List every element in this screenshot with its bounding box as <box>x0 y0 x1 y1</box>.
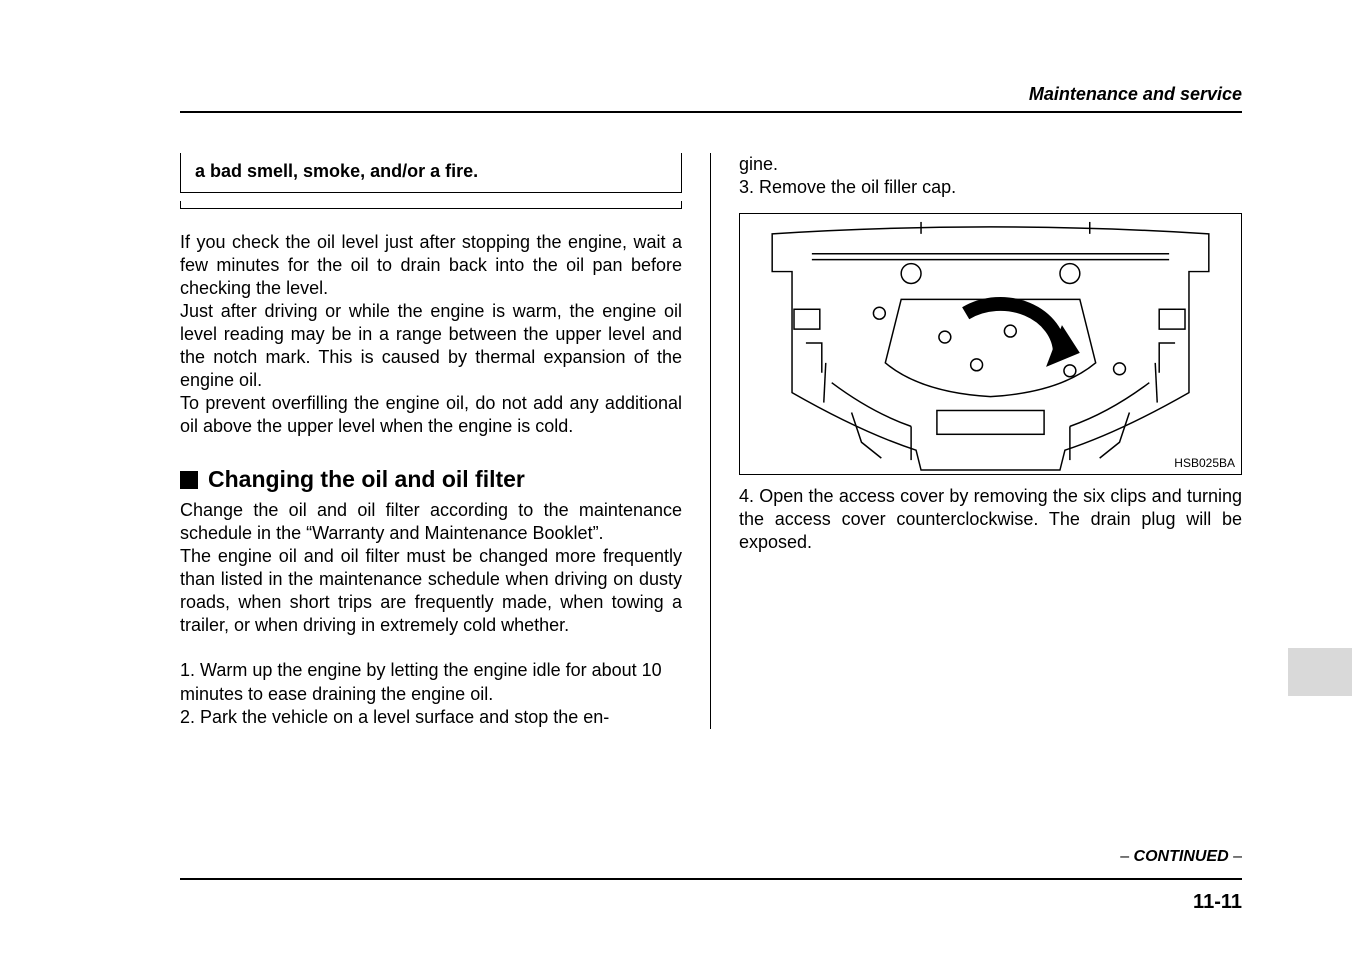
step-item: 3. Remove the oil filler cap. <box>739 176 1242 199</box>
continued-marker: – CONTINUED – <box>1120 848 1242 866</box>
continued-prefix: – <box>1120 848 1133 865</box>
column-left: a bad smell, smoke, and/or a fire. If yo… <box>180 153 711 729</box>
paragraph: To prevent overfilling the engine oil, d… <box>180 392 682 438</box>
figure-access-cover: HSB025BA <box>739 213 1242 475</box>
warning-box-outer-cap <box>180 201 682 209</box>
step-item: 4. Open the access cover by removing the… <box>739 485 1242 554</box>
continued-suffix: – <box>1229 848 1242 865</box>
page-number: 11-11 <box>1193 891 1242 914</box>
paragraph: Change the oil and oil filter according … <box>180 499 682 545</box>
column-right: gine. 3. Remove the oil filler cap. <box>711 153 1242 729</box>
paragraph: If you check the oil level just after st… <box>180 231 682 300</box>
section-heading-text: Changing the oil and oil filter <box>208 466 525 493</box>
engine-access-cover-illustration <box>740 214 1241 474</box>
two-column-layout: a bad smell, smoke, and/or a fire. If yo… <box>180 153 1242 729</box>
figure-label: HSB025BA <box>1174 456 1235 470</box>
paragraph: Just after driving or while the engine i… <box>180 300 682 392</box>
continued-word: CONTINUED <box>1134 848 1229 865</box>
footer-rule <box>180 878 1242 880</box>
paragraph: The engine oil and oil filter must be ch… <box>180 545 682 637</box>
step-item: 2. Park the vehicle on a level surface a… <box>180 706 682 729</box>
page-edge-tab <box>1288 648 1352 696</box>
section-heading: Changing the oil and oil filter <box>180 466 682 493</box>
header-section-title: Maintenance and service <box>180 84 1242 113</box>
page-root: Maintenance and service a bad smell, smo… <box>0 0 1352 954</box>
step-item: 1. Warm up the engine by letting the eng… <box>180 659 682 705</box>
filled-square-icon <box>180 471 198 489</box>
warning-text: a bad smell, smoke, and/or a fire. <box>195 161 667 182</box>
paragraph-continuation: gine. <box>739 153 1242 176</box>
warning-box-continuation: a bad smell, smoke, and/or a fire. <box>180 153 682 193</box>
